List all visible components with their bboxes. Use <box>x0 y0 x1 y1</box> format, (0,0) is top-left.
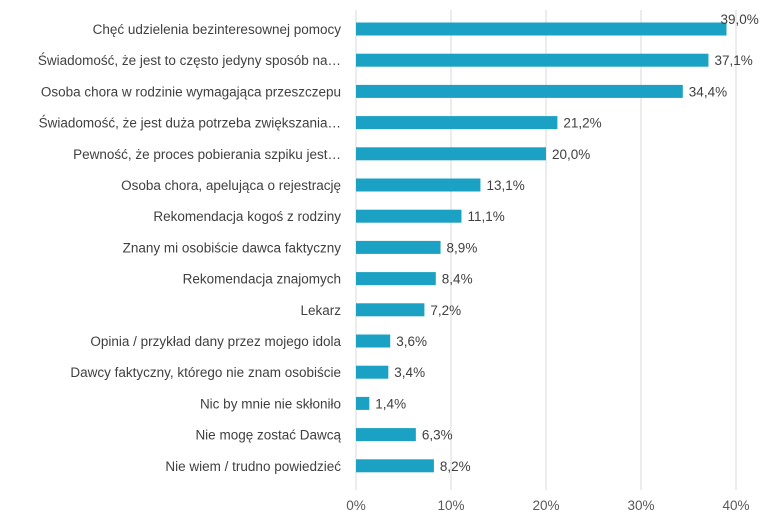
category-label: Osoba chora w rodzinie wymagająca przesz… <box>41 84 341 99</box>
data-label: 8,9% <box>447 240 478 255</box>
bar <box>356 53 709 67</box>
value-labels: 39,0% 37,1% 34,4% 21,2% 20,0% 13,1% 11,1% 8,9% 8… <box>375 12 758 474</box>
data-label: 37,1% <box>714 53 752 68</box>
data-label: 39,0% <box>721 12 759 27</box>
bar <box>356 396 370 410</box>
bar <box>356 272 436 286</box>
bar <box>356 178 481 192</box>
category-label: Nie mogę zostać Dawcą <box>195 428 341 443</box>
bar <box>356 240 441 254</box>
bar <box>356 365 389 379</box>
bar <box>356 22 727 36</box>
data-label: 1,4% <box>375 396 406 411</box>
bar <box>356 303 425 317</box>
category-label: Świadomość, że jest to często jedyny spo… <box>38 53 341 68</box>
x-tick-label: 30% <box>627 498 654 513</box>
bar <box>356 459 434 473</box>
category-label: Pewność, że proces pobierania szpiku jes… <box>73 147 341 162</box>
data-label: 21,2% <box>563 116 601 131</box>
data-label: 3,4% <box>394 365 425 380</box>
x-tick-label: 40% <box>722 498 749 513</box>
category-label: Chęć udzielenia bezinteresownej pomocy <box>93 22 342 37</box>
category-label: Lekarz <box>300 303 341 318</box>
data-label: 7,2% <box>430 303 461 318</box>
category-label: Nie wiem / trudno powiedzieć <box>165 459 341 474</box>
data-label: 8,4% <box>442 272 473 287</box>
category-label: Dawcy faktyczny, którego nie znam osobiś… <box>70 365 341 380</box>
category-labels: Chęć udzielenia bezinteresownej pomocy Św… <box>38 22 342 474</box>
data-label: 20,0% <box>552 147 590 162</box>
x-tick-label: 0% <box>346 498 366 513</box>
data-label: 3,6% <box>396 334 427 349</box>
bars <box>356 22 727 473</box>
category-label: Rekomendacja kogoś z rodziny <box>153 209 341 224</box>
bar <box>356 209 462 223</box>
bar <box>356 147 546 161</box>
x-tick-label: 20% <box>532 498 559 513</box>
x-axis-tick-labels: 0% 10% 20% 30% 40% <box>346 498 749 513</box>
bar <box>356 428 416 442</box>
data-label: 34,4% <box>689 84 727 99</box>
bar <box>356 334 391 348</box>
category-label: Znany mi osobiście dawca faktyczny <box>123 240 342 255</box>
category-label: Osoba chora, apelująca o rejestrację <box>121 178 341 193</box>
data-label: 11,1% <box>467 209 504 224</box>
category-label: Świadomość, że jest duża potrzeba zwięks… <box>39 116 341 131</box>
data-label: 6,3% <box>422 428 453 443</box>
category-label: Rekomendacja znajomych <box>183 272 341 287</box>
bar <box>356 116 558 130</box>
bar <box>356 84 683 98</box>
data-label: 13,1% <box>486 178 524 193</box>
category-label: Nic by mnie nie skłoniło <box>200 396 341 411</box>
x-tick-label: 10% <box>437 498 464 513</box>
data-label: 8,2% <box>440 459 471 474</box>
category-label: Opinia / przykład dany przez mojego idol… <box>90 334 341 349</box>
